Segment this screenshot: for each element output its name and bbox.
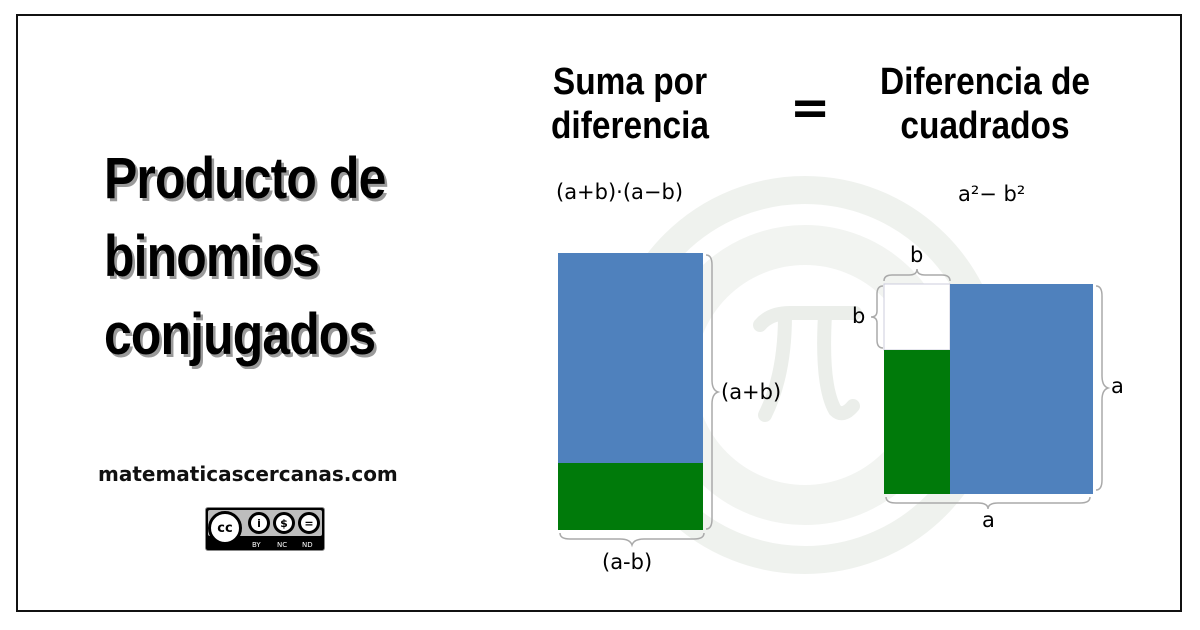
left-width-label: (a-b) xyxy=(602,550,653,574)
right-height-label: a xyxy=(1111,374,1124,398)
main-title: Producto de binomios conjugados xyxy=(104,140,386,374)
top-b-brace xyxy=(883,268,951,282)
title-line: binomios xyxy=(104,224,320,289)
left-expression: (a+b)·(a−b) xyxy=(556,180,684,204)
left-height-label: (a+b) xyxy=(721,380,782,404)
left-b-brace xyxy=(870,285,884,349)
white-square xyxy=(883,283,951,351)
nc-icon: $ xyxy=(273,512,295,534)
heading-line: diferencia xyxy=(551,105,709,147)
right-heading: Diferencia de cuadrados xyxy=(862,60,1108,148)
right-blue-rect xyxy=(950,284,1093,494)
website-label: matematicascercanas.com xyxy=(98,462,398,486)
left-green-rect xyxy=(558,463,703,530)
equals-sign: = xyxy=(790,80,831,136)
border-frame xyxy=(16,14,1182,612)
nd-icon: = xyxy=(298,512,320,534)
heading-line: Diferencia de xyxy=(879,61,1091,103)
by-label: BY xyxy=(252,541,261,549)
bottom-a-brace xyxy=(885,496,1091,510)
cc-license-badge: cc i $ = BY NC ND xyxy=(205,507,325,551)
right-green-rect xyxy=(884,350,950,494)
right-a-brace xyxy=(1095,285,1111,491)
nd-label: ND xyxy=(302,541,313,549)
left-width-brace xyxy=(559,532,705,548)
right-width-label: a xyxy=(982,508,995,532)
small-width-label: b xyxy=(910,243,924,267)
left-height-brace xyxy=(705,254,721,530)
left-blue-rect xyxy=(558,253,703,463)
title-line: conjugados xyxy=(104,302,376,367)
cc-icon: cc xyxy=(208,511,242,545)
nc-label: NC xyxy=(277,541,288,549)
left-heading: Suma por diferencia xyxy=(524,60,735,148)
small-height-label: b xyxy=(852,304,866,328)
heading-line: cuadrados xyxy=(900,105,1070,147)
heading-line: Suma por xyxy=(552,61,708,103)
pi-glyph-icon xyxy=(753,306,862,422)
title-line: Producto de xyxy=(104,146,386,211)
by-icon: i xyxy=(248,512,270,534)
right-expression: a²− b² xyxy=(958,182,1026,206)
